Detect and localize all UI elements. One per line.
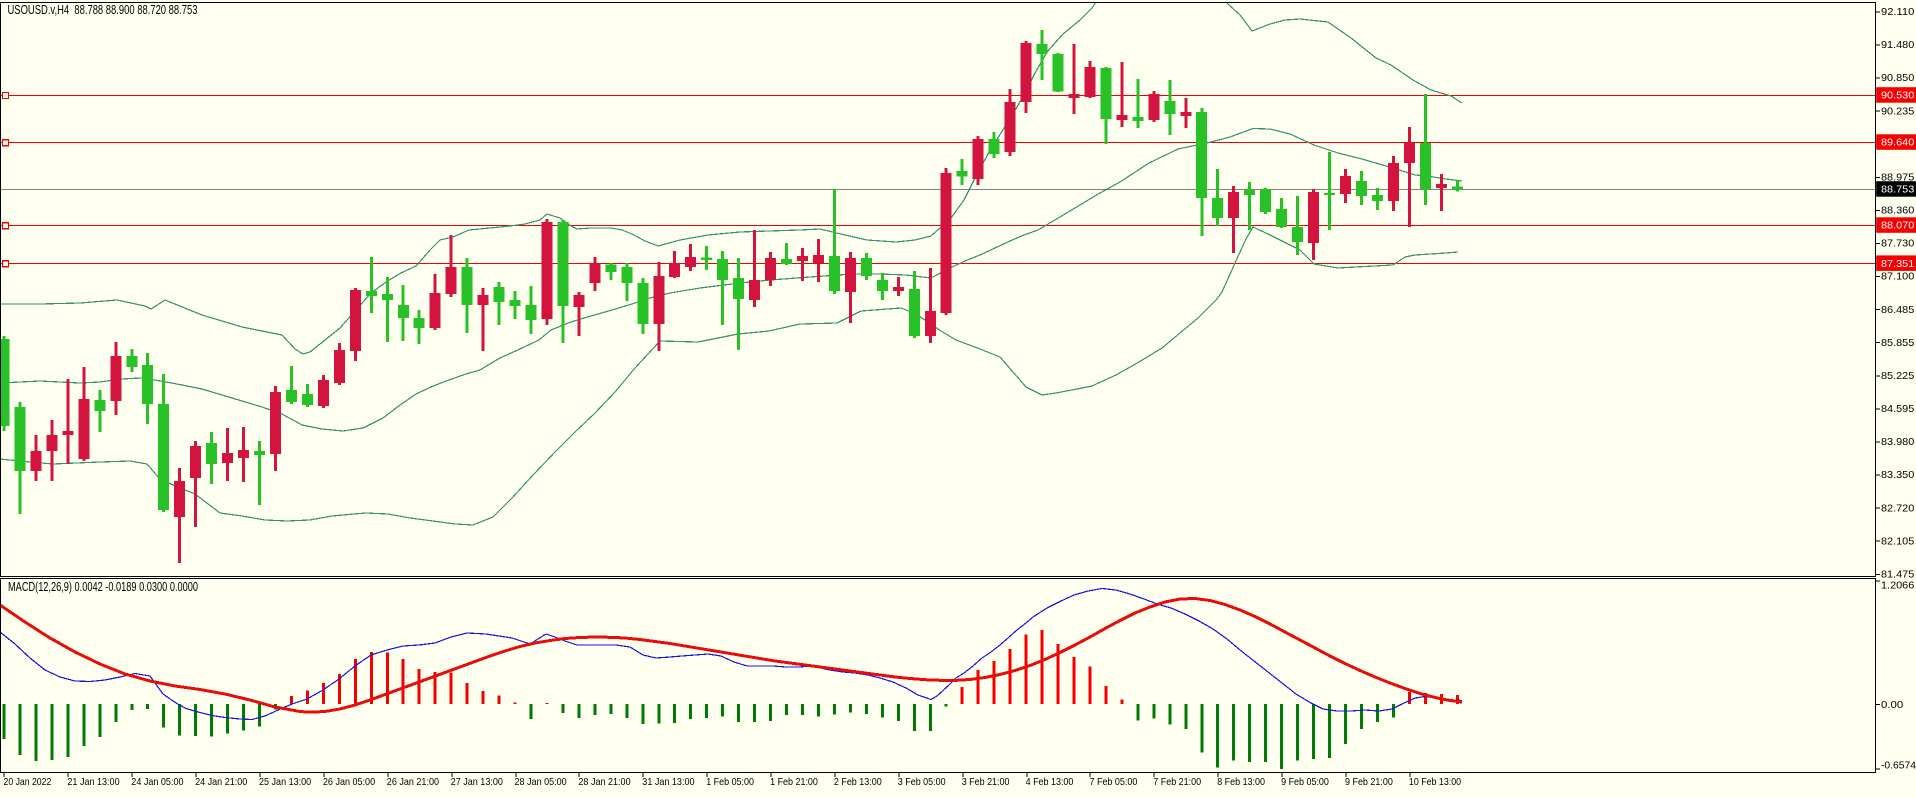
svg-text:88.070: 88.070 — [1881, 221, 1915, 232]
svg-text:87.730: 87.730 — [1881, 239, 1915, 250]
svg-text:7 Feb 05:00: 7 Feb 05:00 — [1090, 777, 1138, 788]
svg-text:20 Jan 2022: 20 Jan 2022 — [4, 777, 52, 788]
svg-text:31 Jan 13:00: 31 Jan 13:00 — [642, 777, 694, 788]
svg-text:82.105: 82.105 — [1881, 536, 1915, 547]
svg-text:81.475: 81.475 — [1881, 569, 1915, 580]
svg-text:83.350: 83.350 — [1881, 470, 1915, 481]
svg-text:84.595: 84.595 — [1881, 404, 1915, 415]
svg-text:87.351: 87.351 — [1881, 259, 1915, 270]
svg-text:7 Feb 21:00: 7 Feb 21:00 — [1153, 777, 1201, 788]
svg-text:85.225: 85.225 — [1881, 371, 1915, 382]
svg-text:86.485: 86.485 — [1881, 305, 1915, 316]
svg-text:90.850: 90.850 — [1881, 73, 1915, 84]
svg-text:88.975: 88.975 — [1881, 172, 1915, 183]
svg-text:24 Jan 05:00: 24 Jan 05:00 — [131, 777, 183, 788]
svg-text:88.753: 88.753 — [1881, 185, 1915, 196]
svg-text:9 Feb 21:00: 9 Feb 21:00 — [1345, 777, 1393, 788]
svg-text:85.855: 85.855 — [1881, 338, 1915, 349]
svg-text:USOUSD.v,H4 88.788 88.900 88.: USOUSD.v,H4 88.788 88.900 88.720 88.753 — [8, 3, 198, 17]
svg-text:26 Jan 05:00: 26 Jan 05:00 — [323, 777, 375, 788]
svg-text:-0.6574: -0.6574 — [1881, 761, 1916, 772]
svg-text:4 Feb 13:00: 4 Feb 13:00 — [1026, 777, 1074, 788]
svg-text:2 Feb 13:00: 2 Feb 13:00 — [834, 777, 882, 788]
svg-text:0.00: 0.00 — [1881, 700, 1904, 711]
svg-text:25 Jan 13:00: 25 Jan 13:00 — [259, 777, 311, 788]
svg-text:27 Jan 13:00: 27 Jan 13:00 — [451, 777, 503, 788]
svg-text:MACD(12,26,9) 0.0042 -0.0189 0: MACD(12,26,9) 0.0042 -0.0189 0.0300 0.00… — [8, 580, 198, 594]
svg-text:90.530: 90.530 — [1881, 91, 1915, 102]
svg-text:92.110: 92.110 — [1881, 7, 1915, 18]
svg-text:28 Jan 21:00: 28 Jan 21:00 — [578, 777, 630, 788]
svg-text:3 Feb 21:00: 3 Feb 21:00 — [962, 777, 1010, 788]
svg-text:8 Feb 13:00: 8 Feb 13:00 — [1217, 777, 1265, 788]
svg-text:88.360: 88.360 — [1881, 206, 1915, 217]
svg-text:87.100: 87.100 — [1881, 272, 1915, 283]
svg-text:82.720: 82.720 — [1881, 503, 1915, 514]
svg-text:3 Feb 05:00: 3 Feb 05:00 — [898, 777, 946, 788]
svg-text:26 Jan 21:00: 26 Jan 21:00 — [387, 777, 439, 788]
svg-text:21 Jan 13:00: 21 Jan 13:00 — [67, 777, 119, 788]
svg-text:1 Feb 21:00: 1 Feb 21:00 — [770, 777, 818, 788]
svg-text:83.980: 83.980 — [1881, 437, 1915, 448]
svg-text:9 Feb 05:00: 9 Feb 05:00 — [1281, 777, 1329, 788]
svg-text:24 Jan 21:00: 24 Jan 21:00 — [195, 777, 247, 788]
svg-text:89.640: 89.640 — [1881, 138, 1915, 149]
svg-text:10 Feb 13:00: 10 Feb 13:00 — [1409, 777, 1461, 788]
svg-text:90.235: 90.235 — [1881, 106, 1915, 117]
svg-text:1.2066: 1.2066 — [1881, 581, 1915, 592]
svg-text:28 Jan 05:00: 28 Jan 05:00 — [515, 777, 567, 788]
svg-text:1 Feb 05:00: 1 Feb 05:00 — [706, 777, 754, 788]
svg-text:91.480: 91.480 — [1881, 40, 1915, 51]
